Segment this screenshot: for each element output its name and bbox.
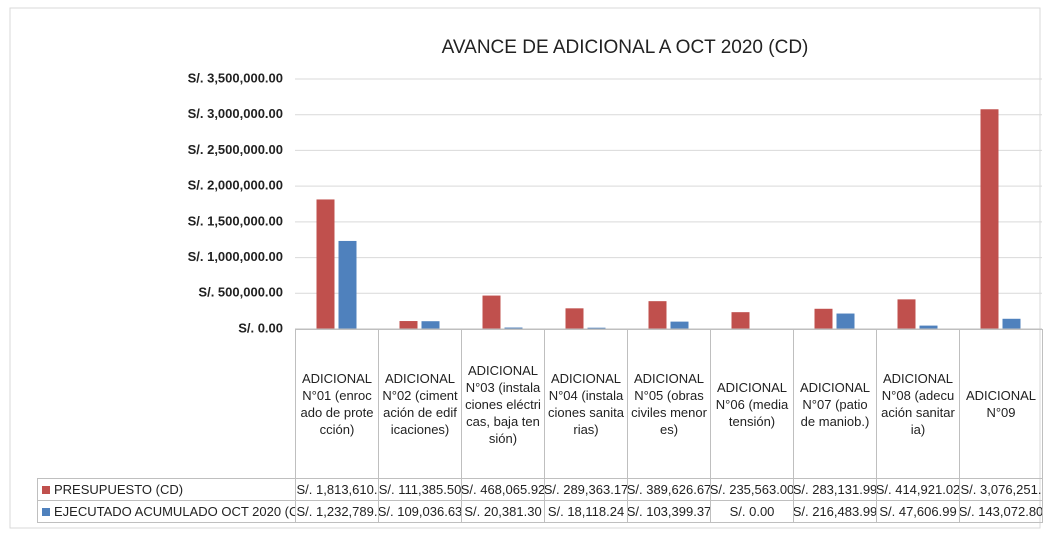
y-tick-label: S/. 0.00: [238, 320, 283, 335]
category-label: ADICIONAL N°07 (patio de maniob.): [793, 329, 877, 479]
legend-swatch: [42, 508, 50, 516]
data-table-value: S/. 216,483.99: [793, 500, 877, 523]
y-tick-label: S/. 1,000,000.00: [188, 249, 283, 264]
bar: [587, 327, 606, 329]
category-label: ADICIONAL N°05 (obras civiles menores): [627, 329, 711, 479]
y-tick-label: S/. 1,500,000.00: [188, 213, 283, 228]
data-table-value: S/. 109,036.63: [378, 500, 462, 523]
bar: [919, 325, 938, 329]
bar: [399, 321, 418, 329]
bar: [316, 199, 335, 329]
data-table-value: S/. 289,363.17: [544, 478, 628, 501]
bar: [814, 308, 833, 329]
category-label: ADICIONAL N°01 (enrocado de protección): [295, 329, 379, 479]
data-table-value: S/. 18,118.24: [544, 500, 628, 523]
legend-swatch: [42, 486, 50, 494]
data-table-value: S/. 1,232,789.: [295, 500, 379, 523]
bar: [670, 321, 689, 329]
data-table-value: S/. 1,813,610.: [295, 478, 379, 501]
data-table-value: S/. 468,065.92: [461, 478, 545, 501]
bar: [504, 327, 523, 329]
data-table-value: S/. 389,626.67: [627, 478, 711, 501]
y-tick-label: S/. 2,000,000.00: [188, 178, 283, 193]
category-label: ADICIONAL N°02 (cimentación de edificaci…: [378, 329, 462, 479]
data-table-value: S/. 0.00: [710, 500, 794, 523]
chart-title: AVANCE DE ADICIONAL A OCT 2020 (CD): [442, 37, 809, 58]
data-table-value: S/. 103,399.37: [627, 500, 711, 523]
bar: [897, 299, 916, 329]
data-table-value: S/. 414,921.02: [876, 478, 960, 501]
bar: [421, 321, 440, 329]
category-label: ADICIONAL N°06 (media tensión): [710, 329, 794, 479]
category-label: ADICIONAL N°03 (instalaciones eléctricas…: [461, 329, 545, 479]
bar: [980, 109, 999, 329]
bar: [1002, 318, 1021, 329]
chart-border: [9, 7, 1041, 529]
legend-entry: PRESUPUESTO (CD): [37, 478, 296, 501]
y-tick-label: S/. 3,500,000.00: [188, 70, 283, 85]
category-label: ADICIONAL N°08 (adecuación sanitaria): [876, 329, 960, 479]
bar: [836, 313, 855, 329]
data-table-value: S/. 111,385.50: [378, 478, 462, 501]
bar: [648, 301, 667, 329]
y-tick-label: S/. 2,500,000.00: [188, 142, 283, 157]
bar: [731, 312, 750, 329]
bar: [482, 295, 501, 329]
legend-entry: EJECUTADO ACUMULADO OCT 2020 (CD): [37, 500, 296, 523]
category-label: ADICIONAL N°04 (instalaciones sanitarias…: [544, 329, 628, 479]
data-table-value: S/. 20,381.30: [461, 500, 545, 523]
y-tick-label: S/. 500,000.00: [198, 285, 283, 300]
data-table-value: S/. 143,072.80: [959, 500, 1043, 523]
bar: [338, 240, 357, 329]
y-tick-label: S/. 3,000,000.00: [188, 106, 283, 121]
data-table-value: S/. 3,076,251.: [959, 478, 1043, 501]
data-table-value: S/. 47,606.99: [876, 500, 960, 523]
data-table-value: S/. 235,563.00: [710, 478, 794, 501]
data-table-value: S/. 283,131.99: [793, 478, 877, 501]
category-label: ADICIONAL N°09: [959, 329, 1043, 479]
bar: [565, 308, 584, 329]
